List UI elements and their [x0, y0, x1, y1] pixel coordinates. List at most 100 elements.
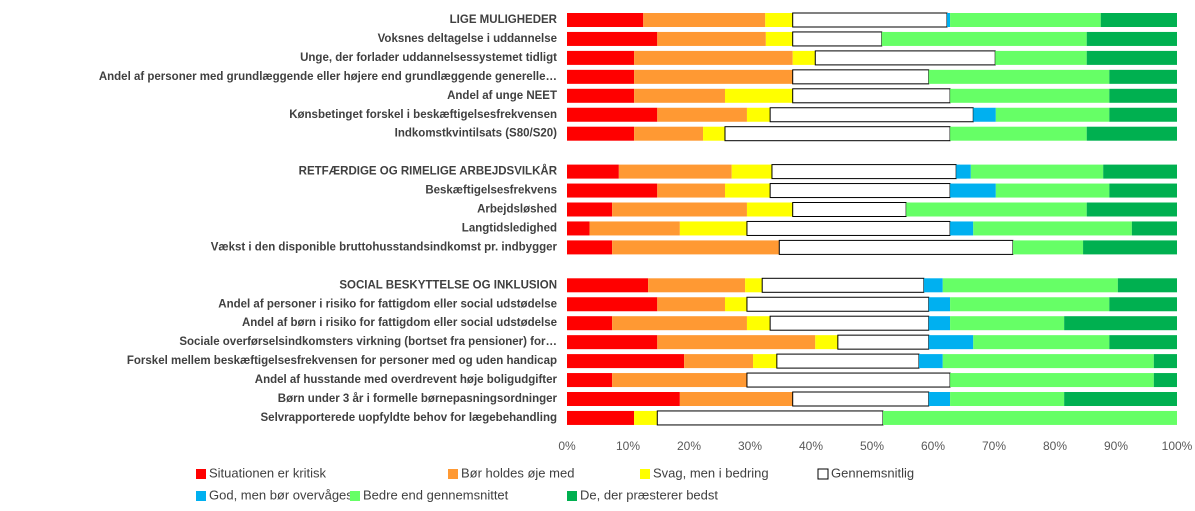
legend-swatch	[567, 491, 577, 501]
bar-segment	[950, 392, 1065, 406]
bar-segment	[1083, 240, 1177, 255]
bar-segment	[567, 13, 644, 27]
bar-segment	[950, 88, 1110, 103]
bar-segment	[771, 164, 957, 180]
x-tick-label: 30%	[738, 439, 762, 453]
bar-segment	[918, 354, 943, 369]
bar-segment	[612, 240, 780, 255]
bar-segment	[792, 50, 816, 65]
bar-segment	[589, 221, 680, 236]
bar-segment	[746, 316, 771, 331]
bar-segment	[928, 297, 951, 312]
legend-label: Bedre end gennemsnittet	[363, 487, 509, 502]
legend-swatch	[196, 491, 206, 501]
bar-segment	[567, 335, 658, 350]
legend-swatch	[817, 468, 829, 480]
category-label: SOCIAL BESKYTTELSE OG INKLUSION	[339, 279, 557, 291]
category-label: Børn under 3 år i formelle børnepasnings…	[278, 393, 558, 405]
bar-segment	[567, 202, 613, 217]
bar-segment	[567, 88, 635, 103]
bar-segment	[1086, 31, 1177, 46]
bar-segment	[950, 126, 1087, 141]
bar-segment	[942, 354, 1154, 369]
bar-segment	[1117, 278, 1177, 293]
bar-segment	[657, 183, 725, 198]
bar-segment	[950, 13, 1101, 27]
bar-segment	[1109, 107, 1177, 122]
bar-segment	[746, 372, 951, 388]
bar-segment	[769, 183, 951, 199]
legend-label: De, der præsterer bedst	[580, 487, 718, 502]
bar-segment	[906, 202, 1087, 217]
bar-segment	[769, 315, 930, 331]
bar-segment	[1103, 164, 1177, 179]
bar-segment	[765, 13, 793, 27]
category-label: Arbejdsløshed	[477, 204, 557, 216]
bar-segment	[567, 410, 635, 425]
bar-segment	[612, 373, 747, 388]
x-tick-label: 70%	[982, 439, 1006, 453]
bar-segment	[792, 391, 930, 407]
bar-segment	[1086, 50, 1177, 65]
bar-segment	[567, 69, 635, 84]
bar-segment	[567, 297, 658, 312]
bar-segment	[792, 31, 883, 47]
x-tick-label: 20%	[677, 439, 701, 453]
legend-swatch	[448, 469, 458, 479]
x-tick-label: 60%	[921, 439, 945, 453]
bar-segment	[567, 126, 635, 141]
legend-swatch	[196, 469, 206, 479]
bar-segment	[567, 31, 658, 46]
bar-segment	[634, 126, 704, 141]
bar-segment	[657, 297, 725, 312]
bar-segment	[612, 316, 747, 331]
category-label: LIGE MULIGHEDER	[450, 14, 558, 26]
bar-segment	[724, 297, 747, 312]
bar-segment	[882, 410, 1177, 425]
bar-segment	[746, 220, 951, 236]
bar-segment	[643, 13, 766, 27]
bar-segment	[679, 221, 747, 236]
category-label: Andel af unge NEET	[447, 90, 557, 102]
bar-segment	[746, 107, 771, 122]
legend-label: Svag, men i bedring	[653, 465, 769, 480]
bar-segment	[973, 335, 1110, 350]
bar-segment	[881, 31, 1087, 46]
bar-segment	[776, 353, 920, 369]
bar-segment	[1064, 392, 1177, 406]
bar-segment	[746, 296, 930, 312]
x-tick-label: 90%	[1104, 439, 1128, 453]
bar-segment	[995, 183, 1110, 198]
bar-segment	[1109, 335, 1177, 350]
bar-segment	[724, 126, 951, 142]
category-label: Andel af husstande med overdrevent høje …	[255, 374, 558, 386]
bar-segment	[956, 164, 971, 179]
bar-segment	[995, 50, 1087, 65]
legend-label: Situationen er kritisk	[209, 465, 327, 480]
bar-segment	[612, 202, 747, 217]
category-label: Unge, der forlader uddannelsessystemet t…	[300, 52, 557, 64]
bar-segment	[950, 373, 1154, 388]
bar-segment	[567, 278, 649, 293]
bar-segment	[765, 31, 793, 46]
bar-segment	[815, 335, 838, 350]
bar-segment	[1131, 221, 1177, 236]
category-label: Selvrapporterede uopfyldte behov for læg…	[261, 412, 557, 424]
bar-segment	[731, 164, 772, 179]
legend-label: God, men bør overvåges	[209, 487, 353, 502]
bar-segment	[973, 221, 1132, 236]
bar-segment	[618, 164, 732, 179]
x-tick-label: 10%	[616, 439, 640, 453]
category-label: Kønsbetinget forskel i beskæftigelsesfre…	[289, 109, 557, 121]
bar-segment	[1109, 297, 1177, 312]
bar-segment	[792, 88, 951, 104]
legend-label: Bør holdes øje med	[461, 465, 574, 480]
bar-segment	[928, 316, 951, 331]
bar-segment	[1153, 354, 1177, 369]
category-label: Forskel mellem beskæftigelsesfrekvensen …	[127, 355, 557, 367]
bar-segment	[753, 354, 777, 369]
bar-segment	[792, 202, 907, 217]
bar-segment	[928, 335, 974, 350]
category-label: Andel af personer med grundlæggende elle…	[99, 71, 557, 83]
